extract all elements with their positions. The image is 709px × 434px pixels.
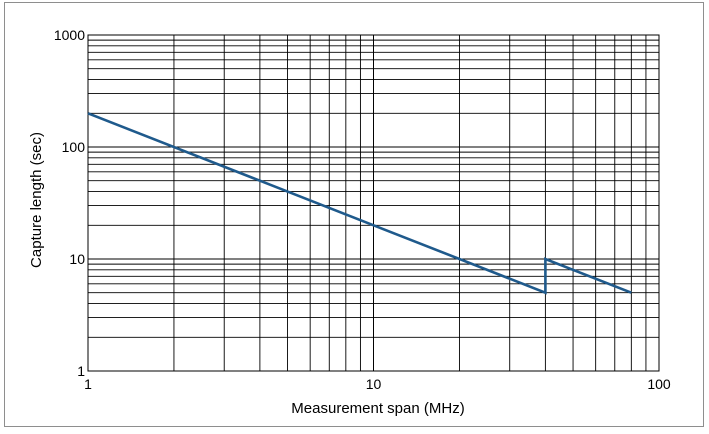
x-tick-label: 10	[366, 376, 382, 392]
series-group	[87, 112, 632, 295]
x-tick-label: 1	[84, 376, 92, 392]
chart-frame	[4, 2, 704, 427]
grid	[87, 34, 660, 372]
series-line	[87, 112, 632, 295]
y-axis-label: Capture length (sec)	[28, 132, 45, 268]
x-tick-label: 100	[647, 376, 671, 392]
y-tick-label: 100	[62, 139, 86, 155]
y-tick-label: 1	[77, 363, 85, 379]
y-tick-labels: 1 10 100 1000	[54, 27, 85, 379]
x-tick-labels: 1 10 100	[84, 376, 671, 392]
plot-area-border	[87, 34, 660, 372]
y-tick-label: 1000	[54, 27, 85, 43]
y-tick-label: 10	[69, 251, 85, 267]
x-axis-label: Measurement span (MHz)	[291, 400, 464, 417]
